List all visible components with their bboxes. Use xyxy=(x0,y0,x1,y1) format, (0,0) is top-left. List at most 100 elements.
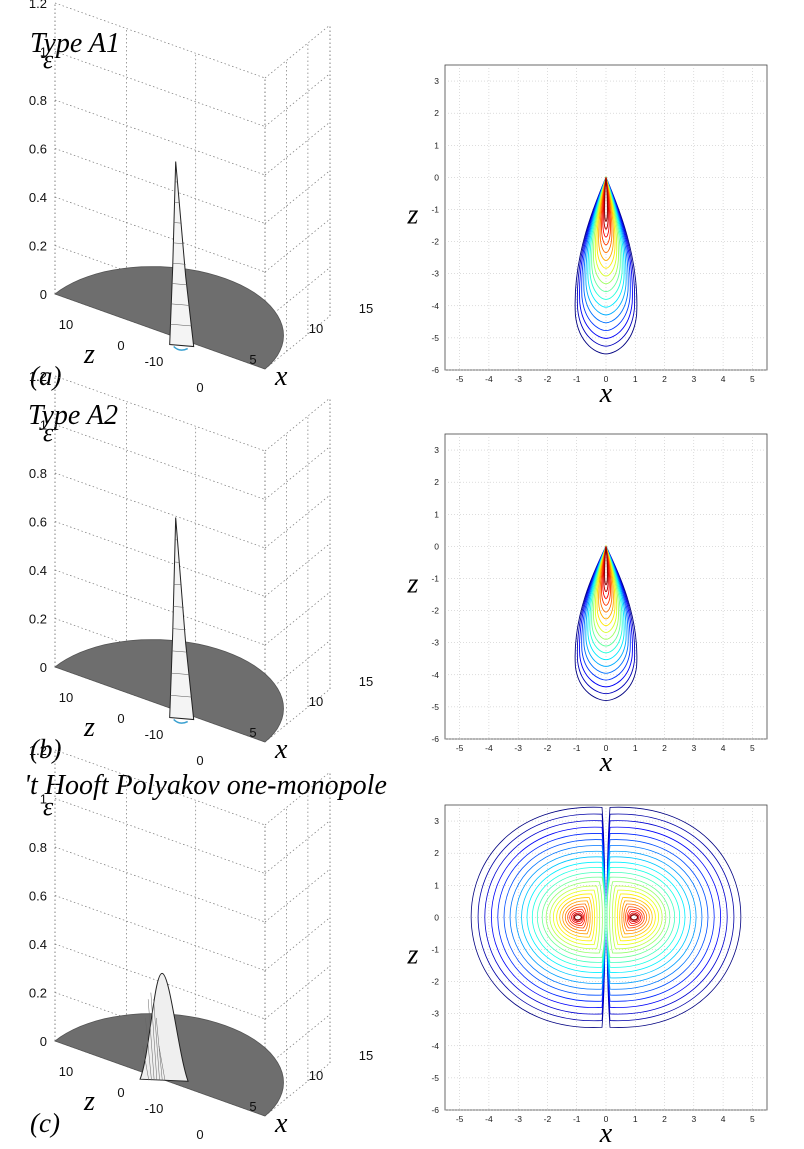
grid-back-right xyxy=(264,170,331,224)
epsilon-axis-label: ε xyxy=(43,418,54,447)
grid-back-right xyxy=(264,121,331,176)
x-tick-label: 0 xyxy=(196,380,203,395)
grid-back-left xyxy=(54,375,266,452)
grid-back-left xyxy=(54,245,266,321)
contour-line xyxy=(574,914,582,921)
x-tick-label: 1 xyxy=(633,1114,638,1124)
peak-mesh-line xyxy=(172,628,186,631)
contour-line xyxy=(609,881,667,954)
contour-line xyxy=(599,546,613,613)
x-tick-label: 3 xyxy=(691,743,696,753)
contour-line xyxy=(594,175,618,277)
contour-line xyxy=(623,903,648,932)
y-tick-label: -4 xyxy=(431,301,439,311)
contour-line xyxy=(553,889,598,946)
z-tick-label: 1.2 xyxy=(29,743,47,758)
x-tick-label: -1 xyxy=(573,374,581,384)
peak-mesh-line xyxy=(171,650,188,653)
x-tick-label: -3 xyxy=(514,374,522,384)
y-tick-label: 0 xyxy=(434,172,439,182)
contour-line xyxy=(583,176,629,324)
peak-base-color xyxy=(173,718,189,724)
x-axis-label: x xyxy=(599,1118,613,1149)
panel-label: (a) xyxy=(30,361,61,391)
plot-frame xyxy=(444,64,768,371)
contour-line xyxy=(603,177,609,230)
contour-line xyxy=(587,175,625,308)
x-tick-label: -2 xyxy=(544,374,552,384)
peak-mesh-line xyxy=(173,242,184,244)
z-tick-label: 0.8 xyxy=(29,840,47,855)
y-tick-label: 0 xyxy=(434,541,439,551)
contour-line xyxy=(628,910,641,924)
contour-line xyxy=(591,545,621,647)
contour-line xyxy=(569,908,586,926)
y-tick-label: -5 xyxy=(431,333,439,343)
contour-line xyxy=(579,545,633,688)
peak-mesh-line xyxy=(171,283,188,286)
x-tick-label: -3 xyxy=(514,1114,522,1124)
z-tick-label: 0.4 xyxy=(29,563,47,578)
x-tick-label: 0 xyxy=(196,753,203,768)
contour-line xyxy=(621,900,650,935)
y-tick-label: -2 xyxy=(431,237,439,247)
grid-back-right xyxy=(264,820,331,874)
base-surface xyxy=(54,266,284,370)
contour-line xyxy=(593,175,619,285)
contour-line xyxy=(574,176,638,355)
contour-line xyxy=(602,546,610,599)
contour-line xyxy=(611,885,663,950)
z-axis-tick-label: 10 xyxy=(59,1064,73,1079)
contour-line xyxy=(587,545,625,661)
x-tick-label: 4 xyxy=(721,1114,726,1124)
z-tick-label: 1.2 xyxy=(29,369,47,384)
z-axis-tick-label: -10 xyxy=(145,727,164,742)
contour-line xyxy=(629,913,639,921)
contour-line xyxy=(604,177,608,222)
contour-line xyxy=(598,546,614,620)
x-tick-label: -2 xyxy=(544,1114,552,1124)
x-tick-label: 15 xyxy=(359,1048,373,1063)
grid-back-right xyxy=(264,591,331,646)
peak-mesh-line xyxy=(142,1046,150,1081)
z-tick-label: 0.6 xyxy=(29,515,47,530)
grid-back-left xyxy=(54,798,266,874)
z-tick-label: 0 xyxy=(40,1034,47,1049)
x-tick-label: 10 xyxy=(309,694,323,709)
x-tick-label: 2 xyxy=(662,743,667,753)
x-tick-label: 5 xyxy=(750,1114,755,1124)
contour-line xyxy=(562,900,591,935)
grid-back-left xyxy=(54,472,266,549)
contour-line xyxy=(629,912,640,923)
contour-line xyxy=(625,906,645,929)
grid-back-left xyxy=(54,196,266,273)
x-tick-label: -1 xyxy=(573,1114,581,1124)
peak-mesh-line xyxy=(145,1017,152,1081)
grid-back-left xyxy=(54,569,266,646)
grid-back-left xyxy=(54,521,266,597)
x-tick-label: -5 xyxy=(456,374,464,384)
y-tick-label: -6 xyxy=(431,365,439,375)
x-tick-label: 5 xyxy=(249,725,256,740)
contour-line xyxy=(599,177,613,254)
grid-back-right xyxy=(264,917,331,971)
surface-plot-2: 0 0.2 0.4 0.6 0.8 1 1.2 0 5 10 15 10 0 -10 ε x z (c) xyxy=(29,743,373,1142)
peak-mesh-line xyxy=(158,1046,166,1081)
x-axis-label: x xyxy=(599,378,613,409)
y-tick-label: 2 xyxy=(434,108,439,118)
z-axis-label: z xyxy=(83,339,95,370)
y-tick-label: -5 xyxy=(431,702,439,712)
grid-back-left xyxy=(54,2,266,79)
y-tick-label: -6 xyxy=(431,734,439,744)
x-tick-label: 5 xyxy=(249,1099,256,1114)
x-tick-label: 1 xyxy=(633,374,638,384)
contour-line xyxy=(603,546,609,593)
z-tick-label: 0.8 xyxy=(29,93,47,108)
x-tick-label: 0 xyxy=(604,743,609,753)
z-axis-tick-label: -10 xyxy=(145,354,164,369)
contour-line xyxy=(564,903,589,932)
contour-line xyxy=(598,177,614,261)
x-tick-label: -4 xyxy=(485,374,493,384)
x-tick-label: -4 xyxy=(485,1114,493,1124)
contour-line xyxy=(606,876,671,958)
